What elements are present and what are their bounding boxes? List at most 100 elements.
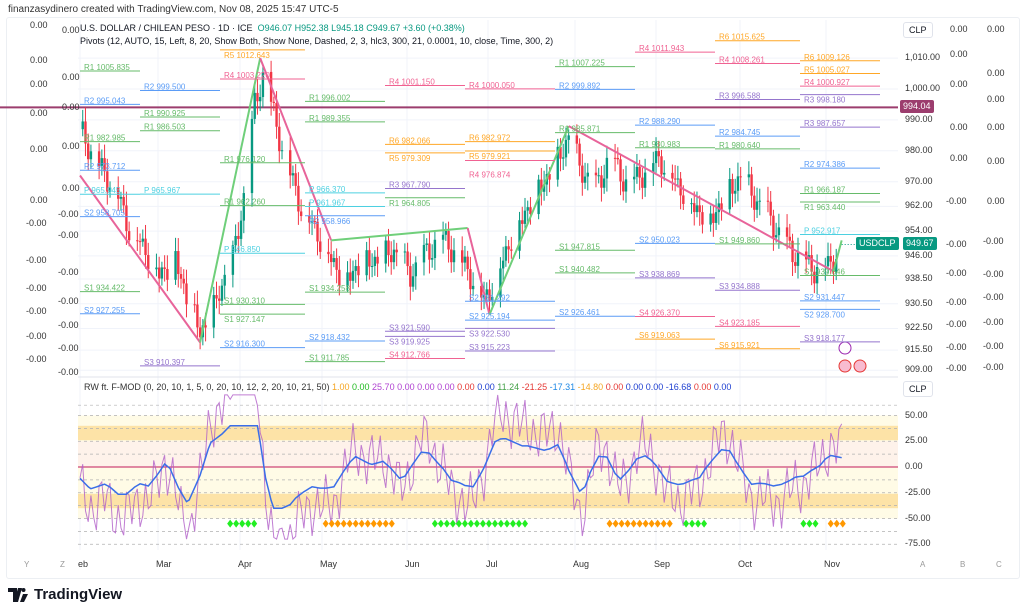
candle-body [215, 295, 218, 299]
side-scale-value: 0.00 [62, 102, 80, 112]
zigzag-segment [79, 174, 201, 343]
candle-body [755, 201, 759, 210]
indicator-currency-button[interactable]: CLP [903, 381, 933, 397]
pivot-label-group: R4 1001.150 [389, 77, 435, 86]
candle-body [736, 176, 740, 191]
candle-body [422, 244, 426, 263]
pivot-value: 1000.050 [481, 81, 515, 90]
pivot-label-group: S2 925.194 [469, 312, 510, 321]
pivot-label: R4 [804, 78, 816, 87]
pivot-value: 980.983 [651, 140, 680, 149]
signal-green-marker [449, 519, 456, 528]
pivot-value: 985.871 [571, 125, 600, 134]
pivot-label: S2 [804, 293, 816, 302]
pivot-value: 980.640 [731, 141, 760, 150]
pivot-value: 931.292 [481, 293, 510, 302]
candle-body [758, 200, 761, 202]
pivot-label: R4 [719, 55, 731, 64]
pivot-value: 926.370 [651, 309, 680, 318]
side-scale-value: -0.00 [983, 292, 1004, 302]
ohlc-open: O946.07 [257, 23, 293, 33]
pivot-label: R1 [559, 125, 571, 134]
candle-body [690, 203, 693, 205]
tradingview-logo[interactable]: TradingView [8, 586, 122, 603]
candle-body [411, 276, 415, 287]
candle-body [433, 239, 437, 259]
signal-orange-marker [839, 519, 846, 528]
signal-orange-marker [827, 519, 834, 528]
candle-body [613, 157, 617, 159]
pivot-label-group: R1 996.002 [309, 93, 351, 102]
candle-body [86, 143, 90, 160]
candle-body [654, 151, 658, 164]
pivot-label-group: R2 973.712 [84, 162, 126, 171]
pivot-label: S2 [559, 308, 571, 317]
pivot-label: R1 [144, 123, 156, 132]
pivot-label-group: S3 918.177 [804, 334, 845, 343]
pivot-label-group: S1 930.310 [224, 296, 265, 305]
scale-button-a[interactable]: A [920, 560, 926, 569]
candle-body [335, 258, 338, 270]
candle-body [108, 187, 112, 192]
scale-button-y[interactable]: Y [24, 560, 30, 569]
candle-body [652, 163, 655, 173]
pivot-value: 918.432 [321, 333, 350, 342]
candle-body [406, 251, 409, 267]
pivot-label-group: R2 988.290 [639, 117, 681, 126]
signal-orange-marker [358, 519, 365, 528]
event-icon [838, 341, 852, 355]
candle-body [540, 179, 543, 192]
currency-button[interactable]: CLP [903, 22, 933, 38]
pivot-label: P [144, 186, 151, 195]
pivot-value: 915.223 [481, 343, 510, 352]
pivot-label-group: R3 996.588 [719, 92, 761, 101]
pivot-label-group: R2 958.966 [309, 217, 351, 226]
scale-button-c[interactable]: C [996, 560, 1002, 569]
candle-body [461, 250, 464, 263]
us-flag-icon [838, 359, 852, 373]
pivot-label: R6 [719, 33, 731, 42]
indicator-value: -21.25 [519, 382, 548, 392]
pivot-label: R3 [389, 181, 401, 190]
pivot-label-group: R1 963.440 [804, 203, 846, 212]
pivot-label-group: R5 1012.643 [224, 51, 270, 60]
pivot-label-group: R6 982.972 [469, 134, 511, 143]
pivot-label: R4 [639, 44, 651, 53]
candle-body [622, 181, 625, 192]
pivot-label-group: S3 915.223 [469, 343, 510, 352]
scale-button-z[interactable]: Z [60, 560, 65, 569]
candle-body [526, 207, 529, 211]
indicator-value: 0.00 [691, 382, 712, 392]
candle-body [774, 235, 778, 238]
candle-body [597, 175, 600, 177]
pivots-legend[interactable]: Pivots (12, AUTO, 15, Left, 8, 20, Show … [80, 36, 554, 46]
time-axis-label: Apr [238, 559, 253, 569]
pivot-value: 979.309 [401, 154, 430, 163]
zigzag-segment [466, 227, 491, 315]
candle-body [354, 266, 357, 271]
pivot-label-group: S4 926.370 [639, 309, 680, 318]
symbol-legend[interactable]: U.S. DOLLAR / CHILEAN PESO · 1D · ICE O9… [80, 23, 465, 34]
candle-body [242, 193, 245, 221]
pivot-label-group: R6 1015.625 [719, 33, 765, 42]
signal-green-marker [473, 519, 480, 528]
candle-body [810, 255, 813, 272]
indicator-name: RW ft. F-MOD (0, 20, 10, 1, 5, 0, 20, 10… [84, 382, 330, 392]
pivot-label: R2 [84, 162, 96, 171]
candle-body [160, 267, 164, 279]
side-scale-value: -0.00 [58, 230, 79, 240]
indicator-legend[interactable]: RW ft. F-MOD (0, 20, 10, 1, 5, 0, 20, 10… [84, 382, 731, 393]
pivot-value: 912.766 [401, 351, 430, 360]
time-axis-label: eb [78, 559, 89, 569]
candle-body [425, 243, 428, 245]
pivot-value: 934.422 [96, 284, 125, 293]
pivot-label: S1 [84, 284, 96, 293]
candle-body [518, 220, 521, 251]
candle-body [638, 166, 641, 178]
candle-body [785, 227, 789, 237]
candle-body [567, 135, 570, 140]
scale-button-b[interactable]: B [960, 560, 966, 569]
candle-body [310, 221, 314, 223]
candle-body [157, 267, 161, 279]
